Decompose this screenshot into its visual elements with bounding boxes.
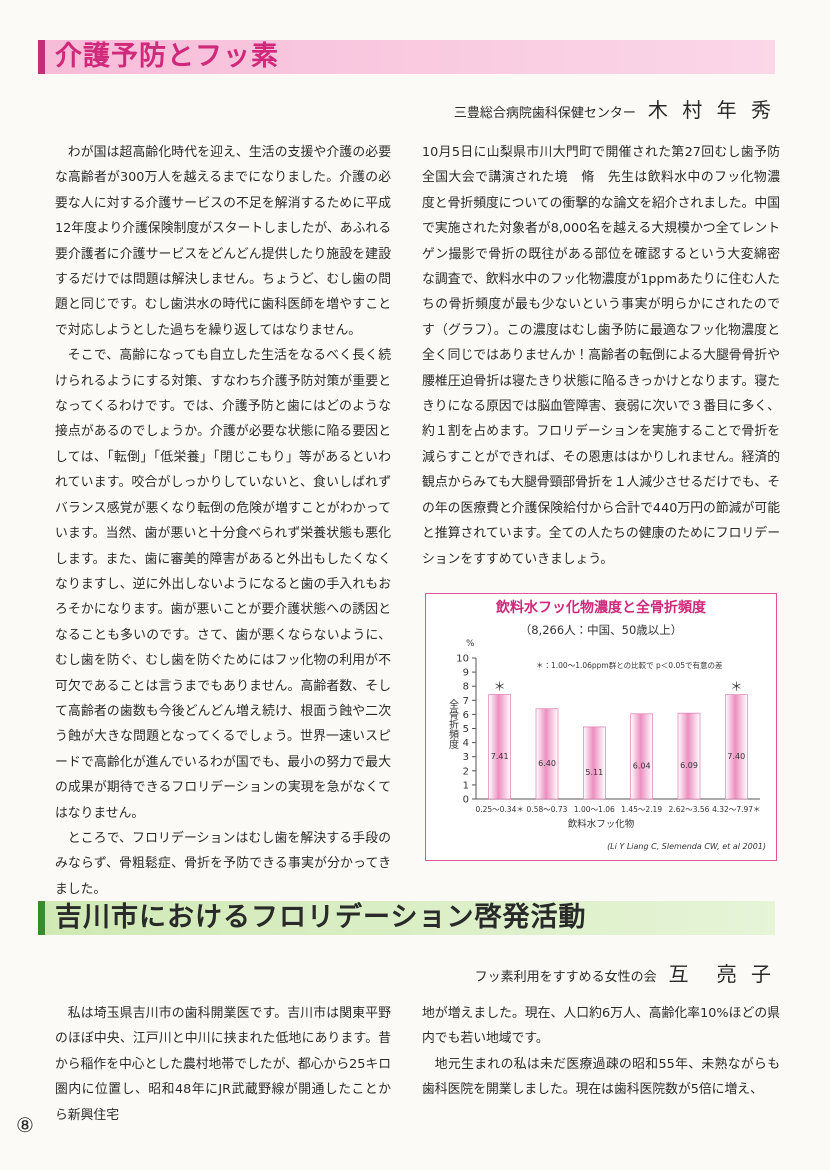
chart: 飲料水フッ化物濃度と全骨折頻度 （8,266人：中国、50歳以上） % ＊：1.… [447,599,767,851]
chart-source: (Li Y Liang C, Slemenda CW, et al 2001) [607,842,766,851]
y-tick-label: 9 [463,668,469,679]
y-tick-label: 2 [463,766,469,777]
x-tick-label: 1.00～1.06 [574,805,615,814]
x-tick-label: 2.62～3.56 [669,805,710,814]
x-tick-label: 0.25～0.34＊ [475,805,523,814]
value-label: 6.40 [538,759,556,768]
y-tick-label: 4 [463,738,469,749]
column: 地が増えました。現在、人口約6万人、高齢化率10%ほどの県内でも若い地域です。 … [422,1001,780,1103]
chart-subtitle: （8,266人：中国、50歳以上） [520,623,683,637]
author: 木 村 年 秀 [647,98,775,122]
paragraph: そこで、高齢になっても自立した生活をなるべく長く続けられるようにする対策、すなわ… [55,348,391,821]
y-unit: % [466,639,475,649]
affiliation: 三豊総合病院歯科保健センター [453,106,636,121]
value-label: 6.04 [633,761,651,770]
paragraph: わが国は超高齢化時代を迎え、生活の支援や介護の必要な高齢者が300万人を越えるま… [55,145,391,338]
chart-note: ＊：1.00～1.06ppm群との比較で p＜0.05で有意の差 [536,660,723,670]
y-tick-label: 0 [463,795,469,806]
y-tick-label: 1 [463,780,469,791]
column: 私は埼玉県吉川市の歯科開業医です。吉川市は関東平野のほぼ中央、江戸川と中川に挟ま… [55,1001,391,1128]
x-tick-label: 1.45～2.19 [621,805,662,814]
bar [725,694,748,800]
paragraph: 地元生まれの私は未だ医療過疎の昭和55年、未熟ながらも歯科医院を開業しました。現… [422,1056,780,1098]
y-tick-label: 10 [456,654,469,665]
y-tick-label: 3 [463,752,469,763]
value-label: 7.41 [491,752,509,761]
section-header: 介護予防とフッ素 [38,40,775,74]
header-accent [38,901,45,935]
bar [488,694,511,800]
header-accent [38,40,45,74]
value-label: 7.40 [727,752,745,761]
bar [630,713,653,800]
chart-box: 飲料水フッ化物濃度と全骨折頻度 （8,266人：中国、50歳以上） % ＊：1.… [425,593,777,861]
affiliation: フッ素利用をすすめる女性の会 [474,970,657,985]
x-axis-label: 飲料水フッ化物 [568,818,635,830]
x-tick-label: 0.58～0.73 [527,805,568,814]
paragraph: 地が増えました。現在、人口約6万人、高齢化率10%ほどの県内でも若い地域です。 [422,1006,780,1047]
chart-title: 飲料水フッ化物濃度と全骨折頻度 [495,599,707,616]
byline: フッ素利用をすすめる女性の会互 亮 子 [475,958,775,987]
y-tick-label: 7 [463,696,469,707]
section-title: 吉川市におけるフロリデーション啓発活動 [55,902,587,933]
author: 互 亮 子 [668,962,775,986]
y-tick-label: 6 [463,710,469,721]
byline: 三豊総合病院歯科保健センター木 村 年 秀 [454,94,775,123]
section-header: 吉川市におけるフロリデーション啓発活動 [38,901,775,935]
section-title: 介護予防とフッ素 [55,41,279,72]
paragraph: ところで、フロリデーションはむし歯を解決する手段のみならず、骨粗鬆症、骨折を予防… [55,830,391,897]
column: 10月5日に山梨県市川大門町で開催された第27回むし歯予防全国大会で講演された境… [422,140,780,572]
significance-mark: ＊ [730,680,742,694]
y-tick-label: 5 [463,724,469,735]
value-label: 5.11 [585,768,603,777]
bar [583,726,606,800]
column: わが国は超高齢化時代を迎え、生活の支援や介護の必要な高齢者が300万人を越えるま… [55,140,391,902]
paragraph: 10月5日に山梨県市川大門町で開催された第27回むし歯予防全国大会で講演された境… [422,145,780,567]
y-tick-label: 8 [463,682,469,693]
bar [677,712,701,800]
significance-mark: ＊ [494,680,506,694]
x-tick-label: 4.32～7.97＊ [712,805,760,814]
bar [535,708,559,800]
y-axis-label: 全骨折頻度 [447,698,459,750]
page-number: ⑧ [16,1113,34,1137]
value-label: 6.09 [680,761,698,770]
paragraph: 私は埼玉県吉川市の歯科開業医です。吉川市は関東平野のほぼ中央、江戸川と中川に挟ま… [55,1006,391,1123]
